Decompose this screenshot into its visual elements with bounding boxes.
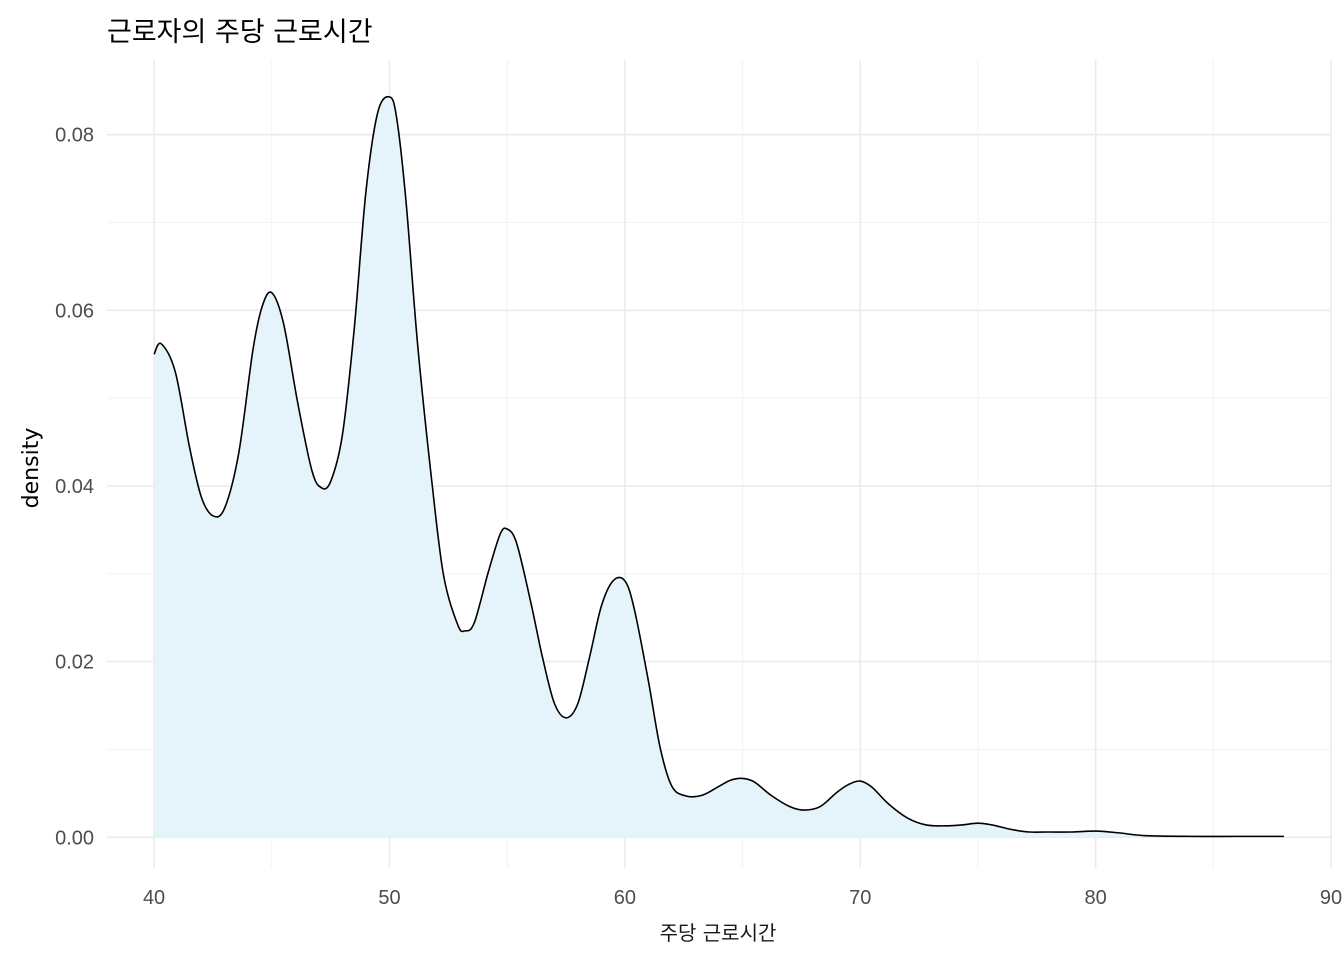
y-tick-label: 0.02: [55, 652, 94, 674]
x-tick-label: 50: [378, 887, 400, 909]
x-tick-label: 40: [143, 887, 165, 909]
x-tick-label: 60: [614, 887, 636, 909]
y-tick-label: 0.04: [55, 476, 94, 498]
y-tick-label: 0.08: [55, 125, 94, 147]
y-axis-label: density: [19, 428, 44, 509]
x-tick-label: 80: [1084, 887, 1106, 909]
density-line: [153, 95, 1284, 838]
x-tick-label: 70: [849, 887, 871, 909]
density-area-fill: [154, 96, 1284, 838]
chart-title: 근로자의 주당 근로시간: [107, 17, 373, 48]
x-axis-label: 주당 근로시간: [660, 921, 777, 945]
y-tick-label: 0.06: [55, 300, 94, 322]
x-tick-label: 90: [1320, 887, 1342, 909]
y-axis-ticks: 0.00 0.02 0.04 0.06 0.08: [55, 125, 94, 850]
x-axis-ticks: 40 50 60 70 80 90: [143, 887, 1342, 909]
y-tick-label: 0.00: [55, 827, 94, 849]
